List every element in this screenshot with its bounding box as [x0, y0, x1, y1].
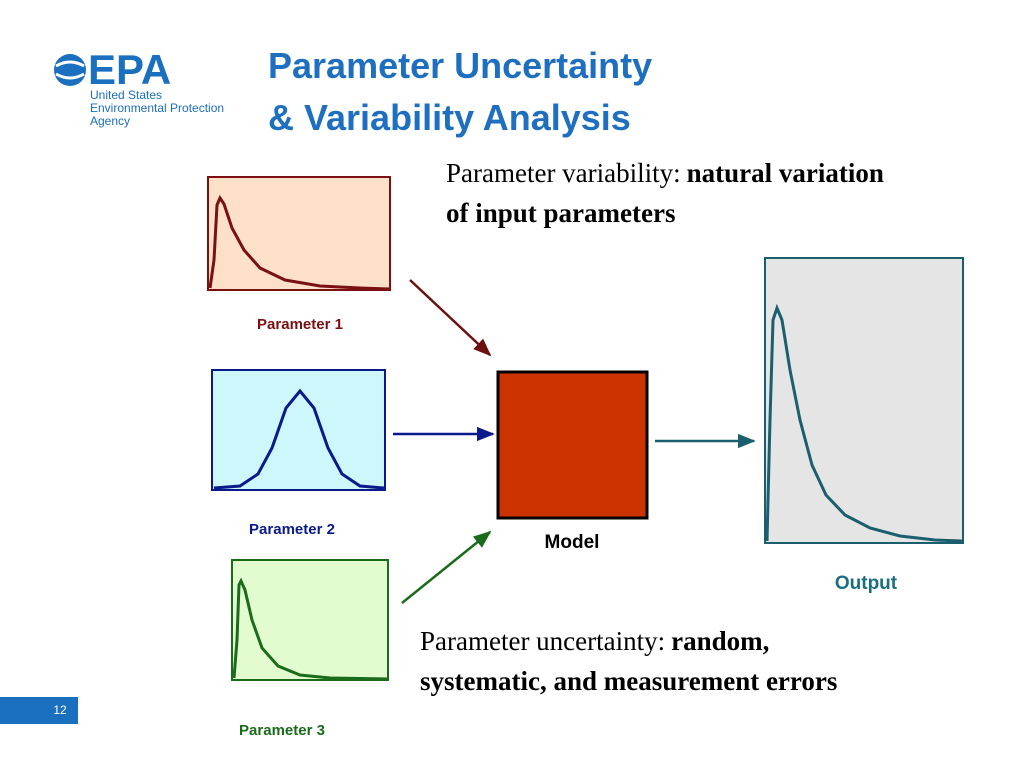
page-number: 12 — [53, 703, 67, 717]
logo-mark: EPA — [88, 46, 171, 93]
distribution-panel — [207, 176, 391, 291]
page-number-box — [0, 697, 78, 724]
distribution-panel — [211, 369, 386, 491]
logo: EPA United States Environmental Protecti… — [54, 46, 224, 128]
distribution-curve — [765, 303, 963, 543]
variability-note: Parameter variability: natural variation … — [446, 153, 896, 233]
uncertainty-note: Parameter uncertainty: random, systematic… — [420, 621, 890, 701]
model-box — [496, 370, 649, 520]
note-label: Parameter uncertainty: — [420, 626, 666, 656]
arrow — [401, 530, 492, 604]
model-label: Model — [545, 532, 600, 553]
logo-line: Environmental Protection — [90, 101, 224, 115]
distribution-curve — [232, 577, 389, 681]
distribution-curve — [213, 388, 385, 490]
output-panel — [764, 257, 964, 544]
title-line: Parameter Uncertainty — [268, 45, 652, 86]
note-emphasis: natural variation of input parameters — [446, 158, 884, 228]
output-label: Output — [835, 573, 898, 594]
parameter-label: Parameter 1 — [257, 316, 343, 333]
note-label: Parameter variability: — [446, 158, 681, 188]
title-line: & Variability Analysis — [268, 97, 631, 138]
distribution-curve — [208, 194, 391, 291]
parameter-label: Parameter 3 — [239, 722, 325, 739]
arrow — [409, 279, 492, 357]
distribution-panel — [231, 559, 389, 681]
note-emphasis: random, systematic, and measurement erro… — [420, 626, 838, 696]
logo-line: Agency — [90, 114, 130, 128]
parameter-label: Parameter 2 — [249, 521, 335, 538]
logo-line: United States — [90, 88, 162, 102]
